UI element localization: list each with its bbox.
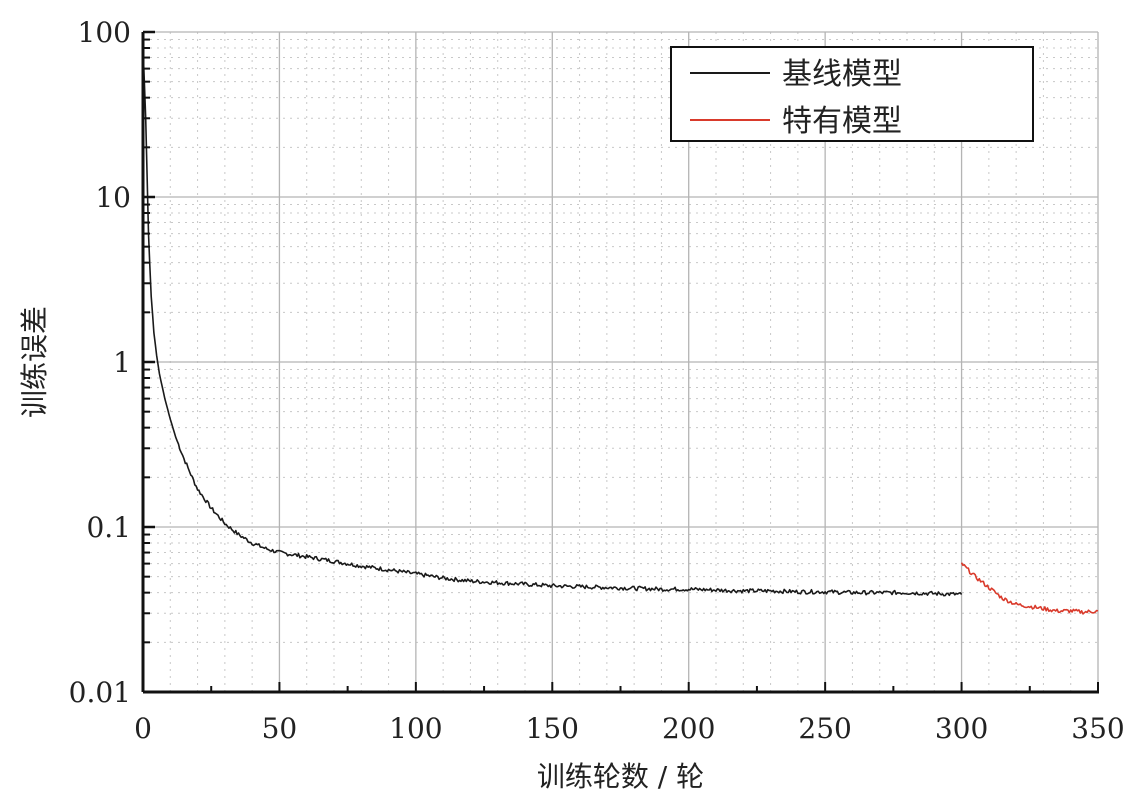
x-tick-label: 50 [262,712,298,745]
x-tick-label: 150 [526,712,579,745]
tick-labels: 0 50 100 150 200 250 300 350 0.01 0.1 1 10 100 [69,16,1125,745]
x-tick-label: 100 [389,712,442,745]
y-tick-label: 10 [95,181,131,214]
legend-label-baseline: 基线模型 [782,57,902,92]
x-tick-label: 200 [662,712,715,745]
legend-box [670,46,1034,142]
series-line-specific [960,562,1099,615]
legend-label-specific: 特有模型 [782,104,902,139]
x-axis-title: 训练轮数 / 轮 [537,760,704,793]
y-tick-label: 1 [113,346,131,379]
y-tick-label: 0.01 [69,676,131,709]
y-axis-title: 训练误差 [18,306,51,418]
y-tick-label: 0.1 [86,511,131,544]
legend: 基线模型 特有模型 [670,46,1034,142]
x-tick-label: 300 [935,712,988,745]
series-line-baseline [142,47,963,597]
ticks [142,30,1099,694]
series-layer [142,47,1099,615]
major-grid [143,31,1099,692]
y-tick-label: 100 [78,16,131,49]
x-tick-label: 250 [798,712,851,745]
x-tick-label: 350 [1071,712,1124,745]
x-tick-label: 0 [134,712,152,745]
